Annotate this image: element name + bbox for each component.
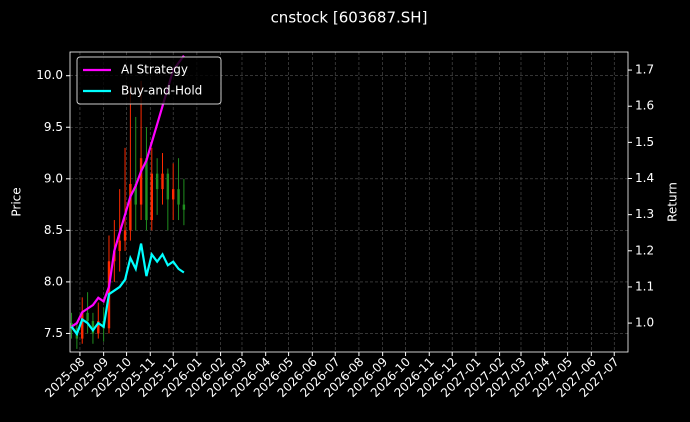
- candle-body: [177, 189, 180, 205]
- y2-tick-label: 1.7: [635, 63, 654, 77]
- y2-tick-label: 1.4: [635, 171, 654, 185]
- candle-body: [139, 158, 143, 205]
- y-tick-label: 9.0: [44, 171, 63, 185]
- candle-body: [150, 173, 153, 221]
- legend-box: [76, 56, 222, 105]
- candle-body: [166, 173, 170, 200]
- candle-body: [182, 204, 186, 210]
- y2-axis-label: Return: [666, 182, 680, 222]
- candle-body: [129, 183, 132, 231]
- legend-label: AI Strategy: [121, 63, 188, 77]
- candle-body: [97, 321, 100, 334]
- y-tick-label: 9.5: [44, 120, 63, 134]
- candle-body: [145, 158, 148, 221]
- y2-tick-label: 1.6: [635, 99, 654, 113]
- y-axis-label: Price: [10, 187, 24, 216]
- candle-body: [161, 173, 164, 190]
- candle-body: [155, 173, 159, 190]
- y2-tick-label: 1.2: [635, 243, 654, 257]
- y2-tick-label: 1.3: [635, 207, 654, 221]
- plot-frame: [69, 51, 629, 353]
- candle-body: [81, 312, 84, 339]
- legend-label: Buy-and-Hold: [121, 84, 202, 98]
- y-tick-label: 8.0: [44, 274, 63, 288]
- candle-body: [171, 189, 175, 200]
- candle-body: [86, 312, 89, 322]
- y2-tick-label: 1.0: [635, 316, 654, 330]
- candle-body: [123, 230, 127, 241]
- series-line: [70, 243, 185, 337]
- candle-body: [134, 183, 137, 205]
- candle-body: [91, 321, 95, 334]
- candle-body: [118, 240, 121, 251]
- y-tick-label: 10.0: [36, 68, 63, 82]
- y2-tick-label: 1.5: [635, 135, 654, 149]
- y-tick-label: 8.5: [44, 223, 63, 237]
- chart-title: cnstock [603687.SH]: [271, 9, 428, 27]
- y-tick-label: 7.5: [44, 326, 63, 340]
- y2-tick-label: 1.1: [635, 279, 654, 293]
